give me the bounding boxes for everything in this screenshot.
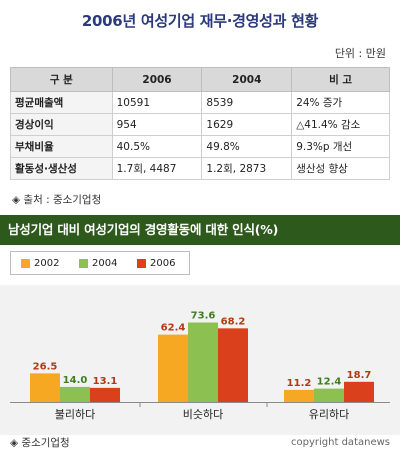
row-label: 경상이익	[10, 113, 113, 136]
col-header-2006: 2006	[111, 67, 203, 92]
chart-banner: 남성기업 대비 여성기업의 경영활동에 대한 인식(%)	[0, 215, 400, 245]
legend-swatch	[21, 258, 30, 268]
data-label: 13.1	[93, 376, 118, 387]
category-label: 불리하다	[55, 407, 95, 421]
data-label: 14.0	[63, 375, 88, 386]
cell-note: 생산성 향상	[291, 157, 390, 180]
row-label: 평균매출액	[10, 91, 113, 114]
legend-label: 2004	[92, 258, 118, 269]
cell-2006: 954	[111, 113, 203, 136]
data-label: 73.6	[191, 311, 216, 322]
source-note-bottom: ◈ 중소기업청	[10, 437, 70, 449]
bar-2004-2	[314, 388, 344, 402]
table-row: 평균매출액 10591 8539 24% 증가	[10, 91, 390, 114]
unit-label: 단위 : 만원	[334, 47, 386, 60]
cell-2004: 8539	[201, 91, 293, 114]
copyright-text: copyright datanews	[291, 437, 390, 448]
bar-2006-0	[90, 387, 120, 402]
bar-chart: 26.5 14.0 13.1 불리하다 62.4 73.6 68.2 비슷하다 11.2 12.4…	[10, 311, 390, 421]
bar-2002-2	[284, 389, 314, 402]
cell-2004: 49.8%	[201, 135, 293, 158]
legend-label: 2006	[150, 258, 176, 269]
legend-item-2002: 2002	[21, 257, 59, 271]
cell-2006: 10591	[111, 91, 203, 114]
legend-label: 2002	[34, 258, 60, 269]
category-label: 유리하다	[309, 407, 349, 421]
col-header-note: 비 고	[291, 67, 390, 92]
table-row: 경상이익 954 1629 △41.4% 감소	[10, 113, 390, 136]
data-label: 18.7	[347, 370, 372, 381]
bar-2004-1	[188, 322, 218, 402]
category-label: 비슷하다	[183, 407, 223, 421]
bar-2006-2	[344, 381, 374, 402]
bar-2004-0	[60, 386, 90, 402]
data-label: 11.2	[287, 378, 312, 389]
data-label: 26.5	[33, 361, 58, 372]
col-header-2004: 2004	[201, 67, 293, 92]
table-row: 부채비율 40.5% 49.8% 9.3%p 개선	[10, 135, 390, 158]
legend-item-2006: 2006	[137, 257, 175, 271]
page-title: 2006년 여성기업 재무·경영성과 현황	[81, 12, 319, 30]
row-label: 활동성·생산성	[10, 157, 113, 180]
legend-swatch	[137, 258, 146, 268]
financial-table: 구 분 2006 2004 비 고 평균매출액 10591 8539 24% 증…	[10, 67, 390, 180]
legend-swatch	[79, 258, 88, 268]
data-label: 12.4	[317, 377, 342, 388]
source-note-top: ◈ 출처 : 중소기업청	[12, 194, 102, 206]
chart-panel: 26.5 14.0 13.1 불리하다 62.4 73.6 68.2 비슷하다 11.2 12.4…	[0, 285, 400, 435]
table-row: 활동성·생산성 1.7회, 4487 1.2회, 2873 생산성 향상	[10, 157, 390, 180]
bar-2002-0	[30, 373, 60, 402]
row-label: 부채비율	[10, 135, 113, 158]
data-label: 68.2	[221, 316, 246, 327]
cell-note: 9.3%p 개선	[291, 135, 390, 158]
data-label: 62.4	[161, 323, 186, 334]
cell-2006: 40.5%	[111, 135, 203, 158]
col-header-category: 구 분	[10, 67, 113, 92]
legend-item-2004: 2004	[79, 257, 117, 271]
chart-legend: 2002 2004 2006	[10, 251, 190, 275]
bar-2002-1	[158, 334, 188, 402]
cell-note: △41.4% 감소	[291, 113, 390, 136]
cell-2004: 1629	[201, 113, 293, 136]
cell-note: 24% 증가	[291, 91, 390, 114]
cell-2006: 1.7회, 4487	[111, 157, 203, 180]
cell-2004: 1.2회, 2873	[201, 157, 293, 180]
table-header-row: 구 분 2006 2004 비 고	[10, 67, 390, 92]
bar-2006-1	[218, 328, 248, 402]
